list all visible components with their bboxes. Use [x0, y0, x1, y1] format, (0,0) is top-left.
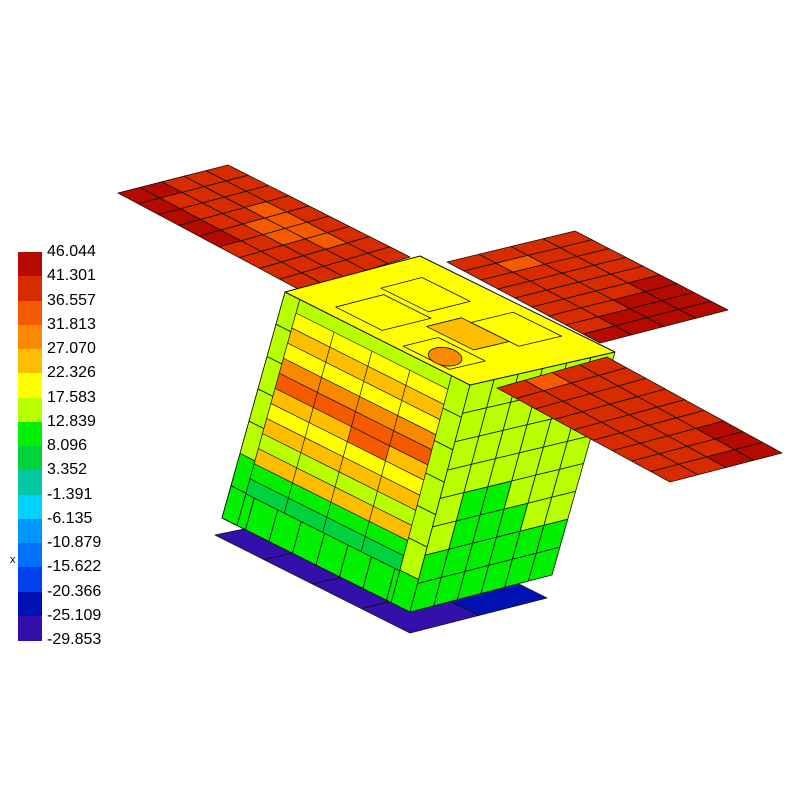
- legend-band: [18, 470, 42, 495]
- legend-label: -10.879: [47, 534, 102, 551]
- legend-band: [18, 373, 42, 398]
- right-face-cell: [527, 546, 561, 582]
- legend-label: -20.366: [47, 582, 102, 600]
- legend-band: [18, 591, 42, 617]
- legend-band: [18, 446, 42, 471]
- legend-label: 8.096: [47, 437, 88, 454]
- top-component: [335, 294, 432, 331]
- left-solar-panel-cell: [367, 246, 411, 265]
- legend-band: [18, 397, 42, 423]
- legend-label: 27.070: [47, 340, 96, 357]
- top-component: [470, 311, 563, 347]
- legend-label: 36.557: [47, 291, 96, 309]
- legend-label: 46.044: [47, 243, 96, 260]
- legend-band: [18, 252, 42, 277]
- legend-label: 12.839: [47, 412, 96, 430]
- legend-label: 17.583: [47, 388, 96, 406]
- legend-band: [18, 421, 42, 447]
- legend-label: -1.391: [47, 485, 93, 503]
- right-lower-solar-panel-cell: [734, 441, 783, 461]
- right-upper-solar-panel-cell: [678, 300, 729, 319]
- shelf-cell: [360, 536, 404, 572]
- legend-band: [18, 494, 42, 520]
- legend-label: 31.813: [47, 315, 96, 333]
- legend-label: -15.622: [47, 558, 102, 576]
- legend-band: [18, 349, 42, 374]
- legend-label: 22.326: [47, 364, 96, 382]
- legend-label: 3.352: [47, 461, 88, 479]
- top-component: [380, 277, 471, 313]
- legend-band: [18, 615, 42, 641]
- legend-band: [18, 567, 42, 592]
- legend-label: -6.135: [47, 509, 93, 527]
- legend-band: [18, 324, 42, 350]
- legend-band: [18, 300, 42, 326]
- legend-band: [18, 518, 42, 544]
- legend-label: -29.853: [47, 631, 102, 648]
- legend-label: -25.109: [47, 606, 102, 624]
- legend-band: [18, 543, 42, 568]
- axis-triad-label: x: [10, 554, 16, 566]
- legend-band: [18, 276, 42, 301]
- top-antenna-disc: [427, 346, 463, 367]
- legend-label: 41.301: [47, 267, 96, 285]
- front-frame-cell: [221, 485, 247, 526]
